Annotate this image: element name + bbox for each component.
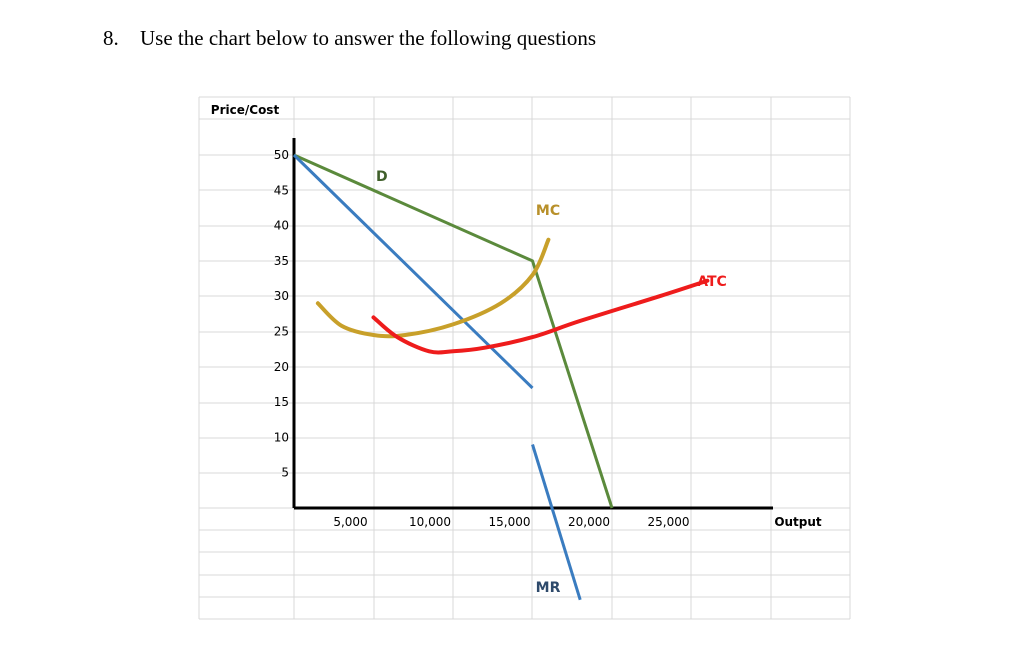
question-number: 8. [103, 26, 119, 50]
series-label-atc: ATC [697, 274, 727, 290]
y-tick-label: 25 [274, 325, 289, 339]
mc-curve [315, 237, 551, 339]
question-prompt: Use the chart below to answer the follow… [140, 26, 597, 50]
mr-curve-upper [292, 153, 534, 390]
y-tick-label: 50 [274, 148, 289, 162]
y-tick-label: 40 [274, 219, 289, 233]
x-tick-label: 20,000 [568, 515, 610, 529]
x-tick-label: 25,000 [648, 515, 690, 529]
series-label-mc: MC [536, 203, 560, 219]
demand-curve [293, 153, 614, 509]
series-label-mr: MR [536, 580, 561, 596]
series-labels: D MR MC ATC [376, 169, 727, 596]
x-tick-label: 15,000 [489, 515, 531, 529]
atc-curve [371, 278, 710, 355]
series-label-d: D [376, 169, 388, 185]
x-tick-label: 10,000 [409, 515, 451, 529]
x-axis-title: Output [774, 515, 822, 529]
chart-tick-labels: 50 45 40 35 30 25 20 15 10 5 5,000 10,000 15,000 20,0… [274, 148, 690, 529]
x-tick-label: 5,000 [333, 515, 367, 529]
y-tick-label: 45 [274, 183, 289, 197]
mr-curve-lower [531, 444, 582, 601]
chart-grid [198, 96, 851, 620]
chart-axes [292, 138, 773, 510]
y-tick-label: 5 [281, 466, 289, 480]
chart-series [292, 153, 710, 601]
y-tick-label: 30 [274, 289, 289, 303]
y-axis-title: Price/Cost [211, 103, 280, 117]
y-tick-label: 35 [274, 254, 289, 268]
question-text: 8. Use the chart below to answer the foll… [103, 26, 596, 51]
y-tick-label: 20 [274, 360, 289, 374]
y-tick-label: 15 [274, 395, 289, 409]
y-tick-label: 10 [274, 430, 289, 444]
